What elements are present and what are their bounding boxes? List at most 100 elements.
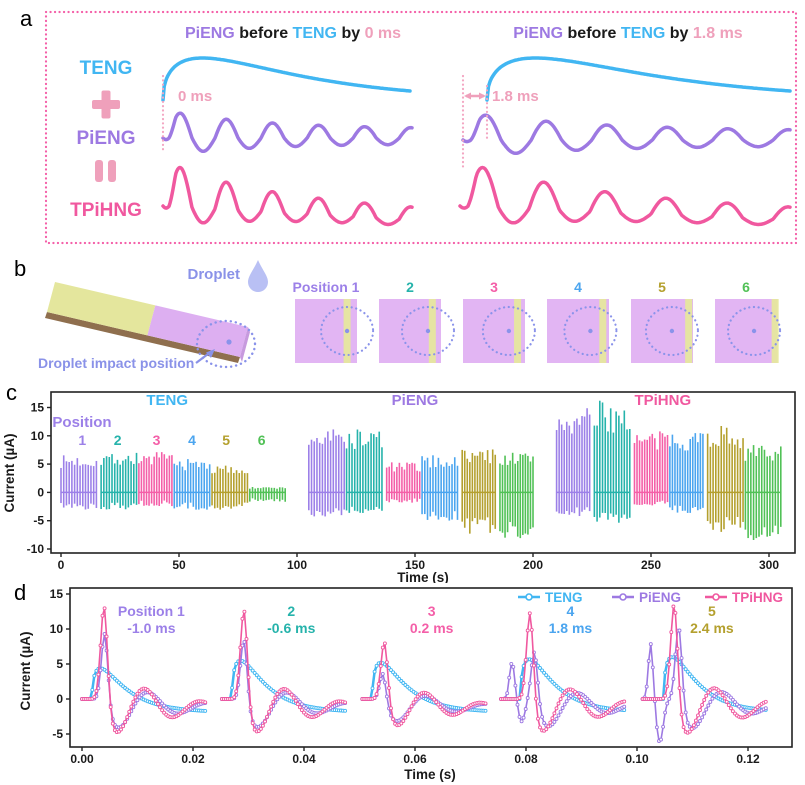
spike-group-teng-pos1 [60,455,98,510]
plus-icon [92,90,120,119]
marker [683,710,688,715]
marker [564,699,569,704]
marker [673,652,678,657]
marker [525,628,530,633]
marker [389,668,393,673]
position-header: Position [52,414,111,431]
marker [691,723,696,728]
tpihng-curve-cluster5 [640,604,768,735]
marker [515,702,520,707]
marker [234,661,239,666]
marker [687,729,692,734]
legend-label: TPiHNG [732,590,783,605]
position-label-4: 4 [574,279,582,295]
marker [409,704,414,709]
droplet-label: Droplet [188,266,241,283]
marker [669,691,674,696]
tpihng-curve-cluster3 [360,641,488,728]
square-impact-dot [425,328,431,334]
cluster-position-label-2: 2 [287,603,295,619]
x-tick-label: 0.06 [403,752,427,766]
marker [552,719,557,724]
marker [135,698,140,703]
marker [250,721,255,726]
square-impact-dot [344,328,350,334]
x-tick-label: 250 [641,558,661,572]
position-number-4: 4 [188,432,196,448]
x-tick-label: 100 [287,558,307,572]
position-square-1: Position 1 [293,279,375,363]
marker [250,668,255,673]
marker [665,684,670,689]
marker [248,666,253,671]
y-tick-label: -5 [52,727,63,741]
spike-group-teng-pos6 [249,486,287,502]
y-tick-label: 10 [50,622,64,636]
marker [509,661,514,666]
marker [525,696,530,700]
panel-b-letter: b [14,256,27,281]
marker [135,691,140,696]
marker [252,670,257,675]
series-line [642,629,767,742]
marker [370,686,375,691]
tpihng-wave-right [458,165,792,227]
arrowhead-left [464,92,471,100]
marker [644,684,649,689]
marker [413,697,418,702]
square-impact-circle [563,305,618,357]
marker [585,707,590,712]
spike-group-pieng-pos3 [385,462,421,503]
marker [297,705,302,710]
marker [560,706,565,710]
marker [256,675,261,680]
marker [696,722,700,727]
marker [544,727,549,732]
marker [554,716,559,721]
x-axis-label: Time (s) [404,767,456,782]
x-tick-label: 200 [523,558,543,572]
panel-c-letter: c [6,380,17,405]
marker [538,702,542,706]
panel-a-waveform-schematic: PiENG before TENG by 0 ms PiENG before TE… [44,10,798,245]
marker [677,628,682,633]
marker [542,670,547,675]
marker [533,696,538,701]
marker [730,697,735,702]
x-tick-label: 0.02 [181,752,205,766]
marker [158,699,162,704]
marker [675,646,680,651]
x-axis-label: Time (s) [397,570,449,583]
marker [560,693,565,698]
spike-group-tpihng-pos1 [555,408,591,517]
legend-item-tpihng: TPiHNG [705,590,783,605]
marker [708,699,713,704]
square-impact-dot [751,328,757,334]
marker [151,695,156,700]
marker [380,645,385,650]
plot-border [50,391,796,554]
marker [659,737,663,742]
marker [583,704,588,709]
generator-title-pieng: PiENG [392,392,439,409]
marker [529,627,534,632]
marker [685,720,690,725]
y-axis-label: Current (µA) [2,433,17,512]
marker [127,709,132,714]
position-square-6: 6 [715,279,782,363]
marker [763,699,768,704]
marker [554,706,559,711]
teng-wave-right [485,56,792,102]
impact-ellipse [195,319,257,369]
marker [374,663,379,668]
title-pieng-before-teng-left: PiENG before TENG by 0 ms [185,25,401,42]
marker [724,699,729,704]
marker [698,719,702,723]
marker [556,713,561,718]
tpihng-curve-cluster4 [499,611,627,733]
marker [483,708,488,713]
marker [96,672,101,677]
marker [702,711,707,716]
marker [671,677,676,681]
